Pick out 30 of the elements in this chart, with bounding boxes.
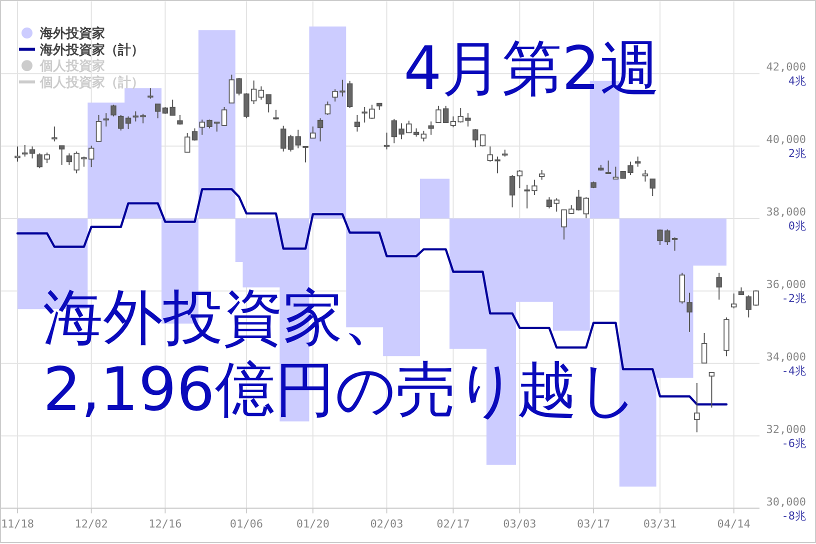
y2-tick-label: 0兆 bbox=[788, 220, 806, 233]
y-tick-label: 36,000 bbox=[766, 278, 806, 291]
legend-label: 海外投資家 bbox=[39, 26, 105, 42]
y-tick-label: 40,000 bbox=[766, 133, 806, 146]
annotation: 海外投資家、 bbox=[43, 283, 403, 353]
y2-tick-label: -8兆 bbox=[782, 509, 806, 522]
x-tick-label: 03/31 bbox=[643, 517, 677, 530]
x-tick-label: 12/16 bbox=[148, 517, 182, 530]
y2-tick-label: -2兆 bbox=[782, 292, 806, 305]
x-tick-label: 03/03 bbox=[503, 517, 536, 530]
x-tick-label: 02/17 bbox=[436, 517, 470, 530]
y-tick-label: 42,000 bbox=[766, 60, 806, 74]
y-tick-label: 32,000 bbox=[766, 422, 806, 436]
x-tick-label: 04/14 bbox=[717, 517, 751, 530]
y2-tick-label: -4兆 bbox=[782, 364, 806, 378]
x-tick-label: 11/18 bbox=[0, 517, 34, 530]
x-tick-label: 01/06 bbox=[230, 517, 263, 530]
y2-tick-label: 2兆 bbox=[788, 147, 806, 160]
y-tick-label: 34,000 bbox=[766, 350, 806, 364]
y-tick-label: 30,000 bbox=[766, 495, 806, 508]
x-tick-label: 01/20 bbox=[296, 517, 330, 530]
y2-tick-label: 4兆 bbox=[788, 74, 806, 88]
title: 4月第2週 bbox=[404, 34, 660, 104]
x-tick-label: 03/17 bbox=[576, 517, 610, 530]
x-tick-label: 12/02 bbox=[74, 517, 108, 530]
annotation: 2,196億円の売り越し bbox=[43, 355, 638, 425]
y-tick-label: 38,000 bbox=[766, 206, 806, 219]
legend-label: 海外投資家（計） bbox=[39, 42, 144, 58]
x-tick-label: 02/03 bbox=[370, 517, 404, 530]
y2-tick-label: -6兆 bbox=[782, 436, 806, 450]
